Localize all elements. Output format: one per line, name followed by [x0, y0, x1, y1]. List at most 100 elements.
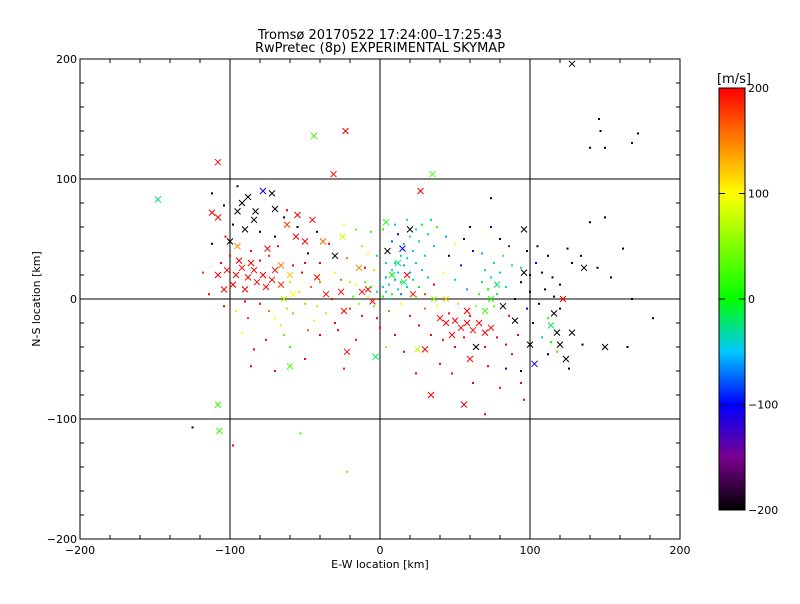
- data-point-dot: [224, 235, 227, 238]
- data-point-dot: [349, 281, 351, 284]
- data-point-dot: [581, 343, 584, 346]
- data-point-dot: [299, 432, 302, 435]
- data-point-dot: [223, 305, 225, 308]
- data-point-dot: [451, 372, 453, 375]
- data-point-dot: [400, 302, 402, 305]
- data-point-dot: [484, 346, 486, 348]
- data-point-cross: [283, 221, 291, 228]
- data-point-cross: [214, 271, 222, 279]
- data-point-dot: [466, 288, 468, 291]
- data-point-dot: [514, 298, 516, 300]
- data-point-dot: [319, 334, 321, 336]
- data-point-dot: [385, 290, 387, 293]
- data-point-dot: [487, 365, 489, 368]
- data-point-dot: [487, 288, 489, 291]
- data-point-cross: [259, 187, 267, 195]
- data-point-cross: [388, 271, 396, 279]
- data-point-cross: [369, 298, 376, 305]
- data-point-dot: [367, 295, 369, 298]
- data-point-dot: [397, 288, 399, 291]
- data-point-dot: [499, 238, 501, 240]
- data-point-dot: [568, 367, 570, 370]
- data-point-dot: [370, 286, 372, 288]
- data-point-cross: [340, 307, 348, 315]
- data-point-dot: [376, 317, 378, 320]
- data-point-dot: [364, 281, 366, 284]
- y-tick-label: 200: [56, 53, 77, 66]
- data-point-dot: [247, 317, 249, 320]
- data-point-dot: [436, 226, 438, 228]
- data-point-cross: [214, 158, 222, 166]
- data-point-cross: [384, 247, 391, 255]
- data-point-dot: [346, 470, 348, 473]
- data-point-dot: [343, 223, 345, 226]
- y-tick-label: −100: [47, 413, 77, 426]
- data-point-dot: [296, 226, 299, 228]
- data-point-dot: [208, 293, 210, 296]
- colorbar-tick-label: −100: [748, 399, 778, 412]
- data-point-cross: [223, 266, 231, 274]
- data-point-dot: [490, 276, 492, 279]
- data-point-dot: [292, 264, 294, 267]
- data-point-dot: [547, 254, 549, 257]
- data-point-cross: [289, 290, 297, 298]
- data-point-dot: [526, 250, 528, 252]
- data-point-cross: [244, 193, 252, 201]
- data-point-cross: [382, 218, 390, 226]
- data-point-cross: [421, 346, 429, 353]
- data-point-dot: [286, 209, 288, 212]
- data-point-dot: [529, 274, 531, 276]
- data-point-cross: [475, 319, 483, 327]
- data-point-cross: [559, 295, 567, 303]
- data-point-cross: [343, 348, 351, 356]
- data-point-cross: [442, 319, 450, 327]
- data-point-dot: [319, 262, 321, 264]
- data-point-cross: [355, 264, 363, 272]
- data-point-cross: [235, 257, 243, 264]
- data-point-dot: [403, 242, 405, 245]
- data-point-dot: [631, 298, 633, 300]
- data-point-dot: [508, 314, 510, 317]
- data-point-dot: [472, 250, 474, 252]
- data-point-cross: [232, 271, 240, 279]
- data-point-dot: [541, 271, 543, 274]
- data-point-cross: [406, 226, 414, 233]
- data-point-dot: [236, 185, 239, 188]
- data-point-dot: [379, 326, 381, 329]
- data-point-dot: [250, 250, 252, 252]
- data-point-dot: [223, 204, 225, 207]
- data-point-dot: [508, 245, 510, 248]
- data-point-dot: [376, 254, 378, 257]
- data-point-dot: [400, 281, 402, 284]
- data-point-dot: [316, 230, 318, 233]
- data-point-cross: [417, 187, 424, 195]
- data-point-cross: [526, 341, 534, 348]
- data-point-cross: [553, 329, 561, 336]
- data-point-dot: [403, 264, 405, 267]
- data-point-dot: [553, 295, 555, 298]
- data-point-cross: [547, 322, 555, 329]
- data-point-dot: [421, 223, 423, 226]
- data-point-cross: [220, 286, 228, 293]
- data-point-dot: [463, 336, 465, 339]
- data-point-cross: [339, 233, 346, 240]
- y-tick-label: −200: [47, 533, 77, 546]
- data-point-dot: [361, 314, 363, 317]
- data-point-dot: [191, 426, 194, 429]
- data-point-dot: [475, 305, 477, 308]
- data-point-dot: [370, 230, 372, 233]
- data-point-cross: [229, 281, 237, 288]
- data-point-cross: [601, 343, 609, 351]
- data-point-dot: [259, 259, 261, 262]
- data-point-dot: [385, 346, 387, 348]
- data-point-dot: [313, 319, 315, 322]
- data-point-cross: [310, 132, 318, 140]
- data-point-dot: [235, 310, 237, 312]
- data-point-cross: [562, 355, 570, 363]
- data-point-dot: [289, 281, 291, 284]
- axes: −200 −100 0 100 200 −200 −100 0 100 200: [47, 53, 691, 557]
- data-point-dot: [598, 118, 600, 120]
- data-point-dot: [292, 312, 294, 315]
- data-point-dot: [340, 278, 342, 281]
